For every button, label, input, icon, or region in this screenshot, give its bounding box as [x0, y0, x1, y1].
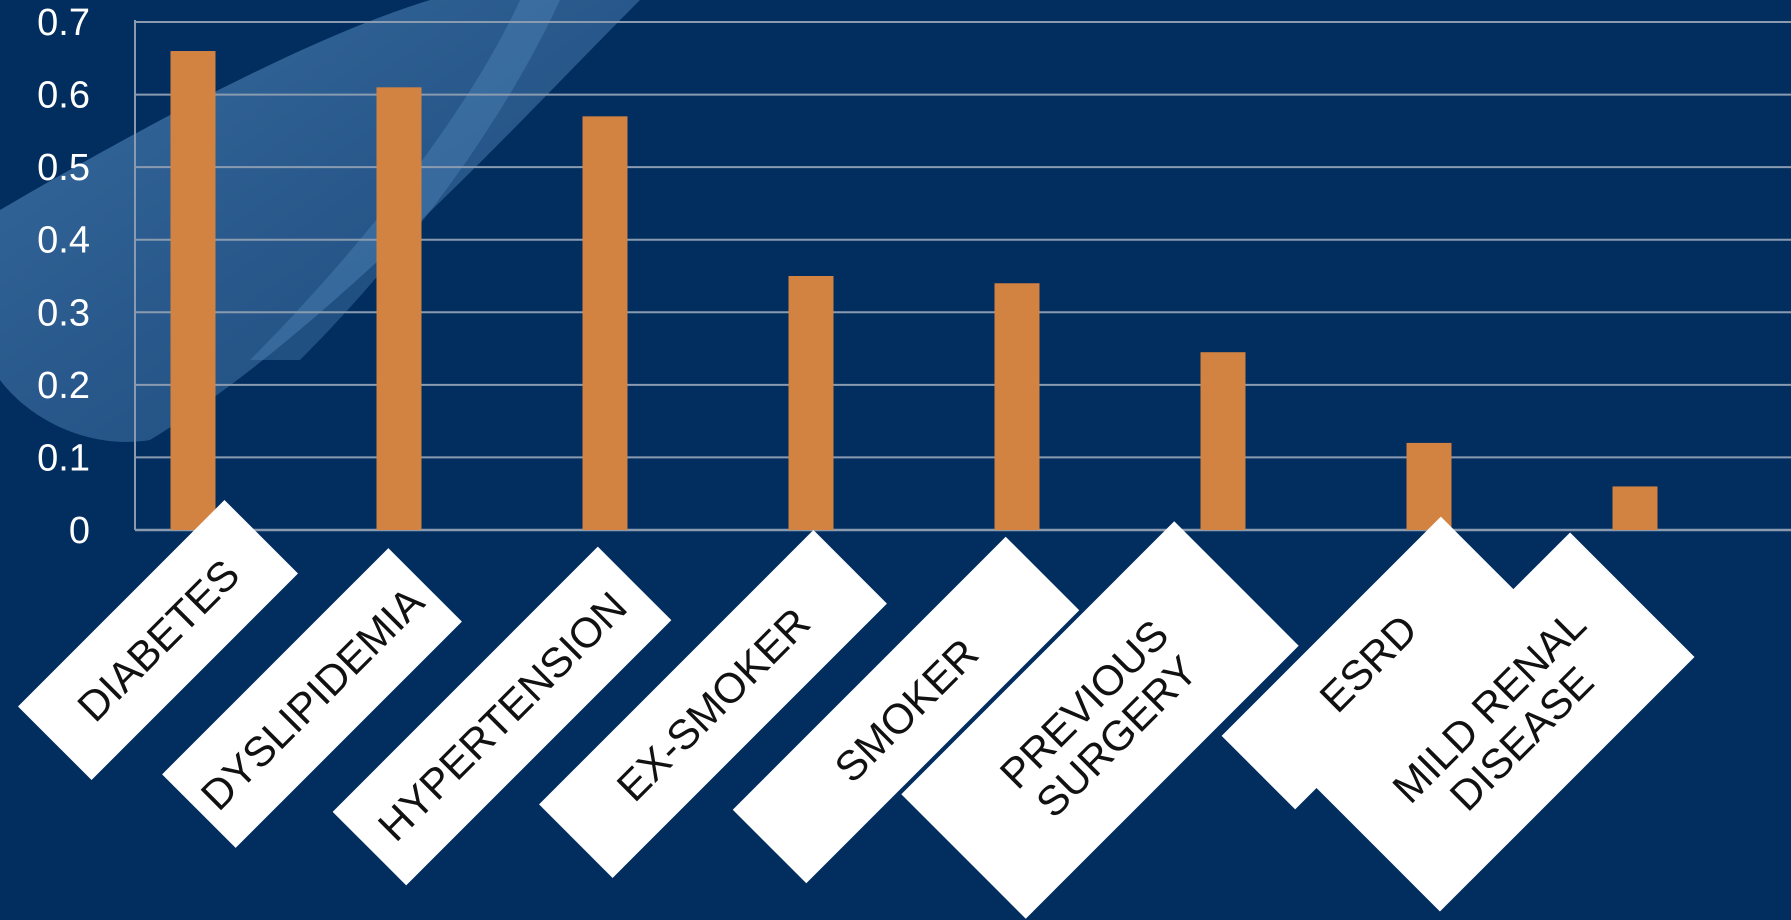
bar-diabetes	[170, 51, 216, 531]
bar-previous-surgery	[1200, 352, 1246, 530]
x-label-box	[1315, 532, 1695, 912]
y-tick-label: 0.6	[37, 75, 90, 117]
y-tick-label: 0.5	[37, 147, 90, 189]
bar-smoker	[994, 283, 1040, 530]
x-label-box	[162, 548, 462, 848]
x-label-box	[1221, 516, 1515, 810]
bars	[170, 51, 1658, 531]
y-tick-label: 0.3	[37, 292, 90, 334]
y-tick-label: 0.2	[37, 365, 90, 407]
y-tick-label: 0.4	[37, 220, 90, 262]
bar-dyslipidemia	[376, 87, 422, 531]
x-label-box	[732, 536, 1080, 884]
x-label-box	[332, 546, 672, 886]
x-label-box	[539, 530, 887, 878]
x-label-box	[17, 499, 299, 781]
bar-esrd	[1406, 442, 1452, 530]
brush-stroke-decoration	[0, 0, 640, 442]
x-label-box	[901, 521, 1299, 919]
category-labels: DIABETESDYSLIPIDEMIAHYPERTENSIONEX-SMOKE…	[17, 499, 1695, 919]
y-tick-label: 0.1	[37, 437, 90, 479]
bar-hypertension	[582, 116, 628, 530]
bar-ex-smoker	[788, 276, 834, 530]
bar-mild-renal-disease	[1612, 486, 1658, 530]
y-tick-label: 0	[69, 510, 90, 552]
y-tick-label: 0.7	[37, 2, 90, 44]
axes: 0 0.1 0.2 0.3 0.4 0.5 0.6 0.7	[37, 2, 1791, 552]
